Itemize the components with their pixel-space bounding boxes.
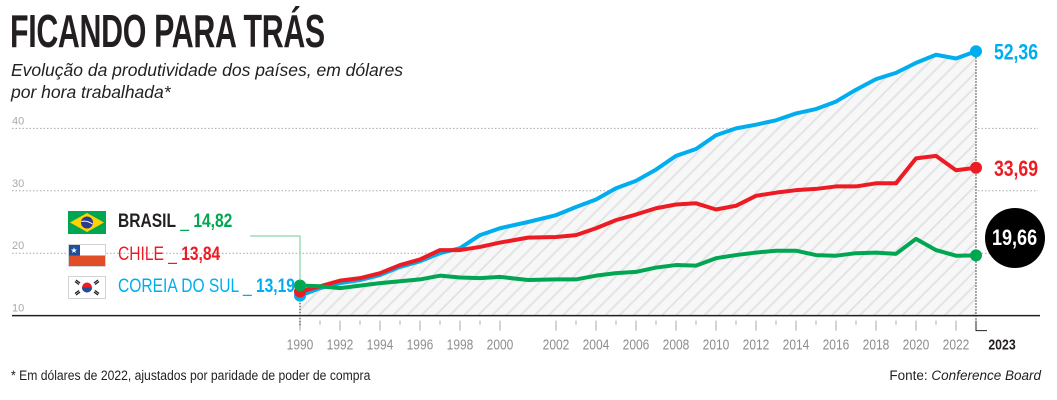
chart-subtitle: Evolução da produtividade dos países, em… [11,59,491,103]
x-tick-label-2022: 2022 [943,336,970,353]
y-tick-label-30: 30 [12,178,24,190]
svg-text:★: ★ [70,246,77,255]
source-name: Conference Board [931,368,1041,383]
series-line-brasil [298,236,978,291]
series-lines [298,49,978,298]
x-tick-label-2012: 2012 [743,336,770,353]
legend-label-brasil: BRASIL [118,211,177,232]
x-tick-label-1992: 1992 [327,336,354,353]
x-tick-label-1996: 1996 [407,336,434,353]
legend-value-coreia: 13,19 [255,276,295,297]
brazil-flag-icon [68,210,106,234]
x-tick-label-2002: 2002 [543,336,570,353]
end-point-coreia [970,45,982,58]
x-tick-label-1994: 1994 [367,336,394,353]
end-label-brasil: 19,66 [992,225,1038,250]
x-axis: 1990 1992 1994 1996 1998 2000 2002 2004 2006 2008… [12,51,1040,353]
y-tick-label-10: 10 [12,303,24,315]
x-tick-label-2000: 2000 [487,336,514,353]
series-markers [250,45,982,302]
x-tick-label-1990: 1990 [287,336,314,353]
end-label-chile: 33,69 [994,157,1038,181]
legend-item-chile: ★ CHILE _ 13,84 [68,243,243,267]
x-tick-label-2014: 2014 [783,336,810,353]
x-tick-label-2020: 2020 [903,336,930,353]
legend-item-coreia: COREIA DO SUL _ 13,19 [68,275,334,299]
y-tick-label-20: 20 [12,240,24,252]
source-prefix: Fonte: [889,368,932,383]
footnote: * Em dólares de 2022, ajustados por pari… [11,368,371,383]
subtitle-line-2: por hora trabalhada* [11,82,171,102]
legend-label-chile: CHILE [118,244,164,265]
end-label-coreia: 52,36 [994,41,1038,65]
x-tick-label-2010: 2010 [703,336,730,353]
subtitle-line-1: Evolução da produtividade dos países, em… [11,60,404,80]
legend-separator-chile: _ [168,244,177,265]
start-point-brasil [294,279,306,292]
chart-title: FICANDO PARA TRÁS [10,5,325,57]
chile-flag-icon: ★ [68,243,106,267]
brasil-connector-line [250,235,301,281]
legend-value-chile: 13,84 [181,244,221,265]
x-tick-label-2006: 2006 [623,336,650,353]
x-tick-label-2016: 2016 [823,336,850,353]
x-tick-2023 [975,320,987,332]
end-label-brasil-badge: 19,66 [985,208,1045,268]
legend-item-brasil: BRASIL _ 14,82 [68,210,257,234]
legend-label-coreia: COREIA DO SUL [118,276,239,297]
legend-value-brasil: 14,82 [193,211,233,232]
legend-separator-coreia: _ [242,276,252,297]
x-tick-label-2004: 2004 [583,336,610,353]
x-tick-label-2018: 2018 [863,336,890,353]
source: Fonte: Conference Board [889,368,1041,383]
end-labels: 52,36 33,69 [994,41,1038,182]
end-point-brasil [970,249,982,262]
south-korea-flag-icon [68,275,106,299]
end-point-chile [970,161,982,174]
y-tick-label-40: 40 [12,115,24,127]
legend-separator-brasil: _ [180,211,190,232]
x-tick-label-2008: 2008 [663,336,690,353]
series-line-chile [298,153,978,294]
x-tick-label-1998: 1998 [447,336,474,353]
x-tick-label-2023: 2023 [988,336,1016,352]
